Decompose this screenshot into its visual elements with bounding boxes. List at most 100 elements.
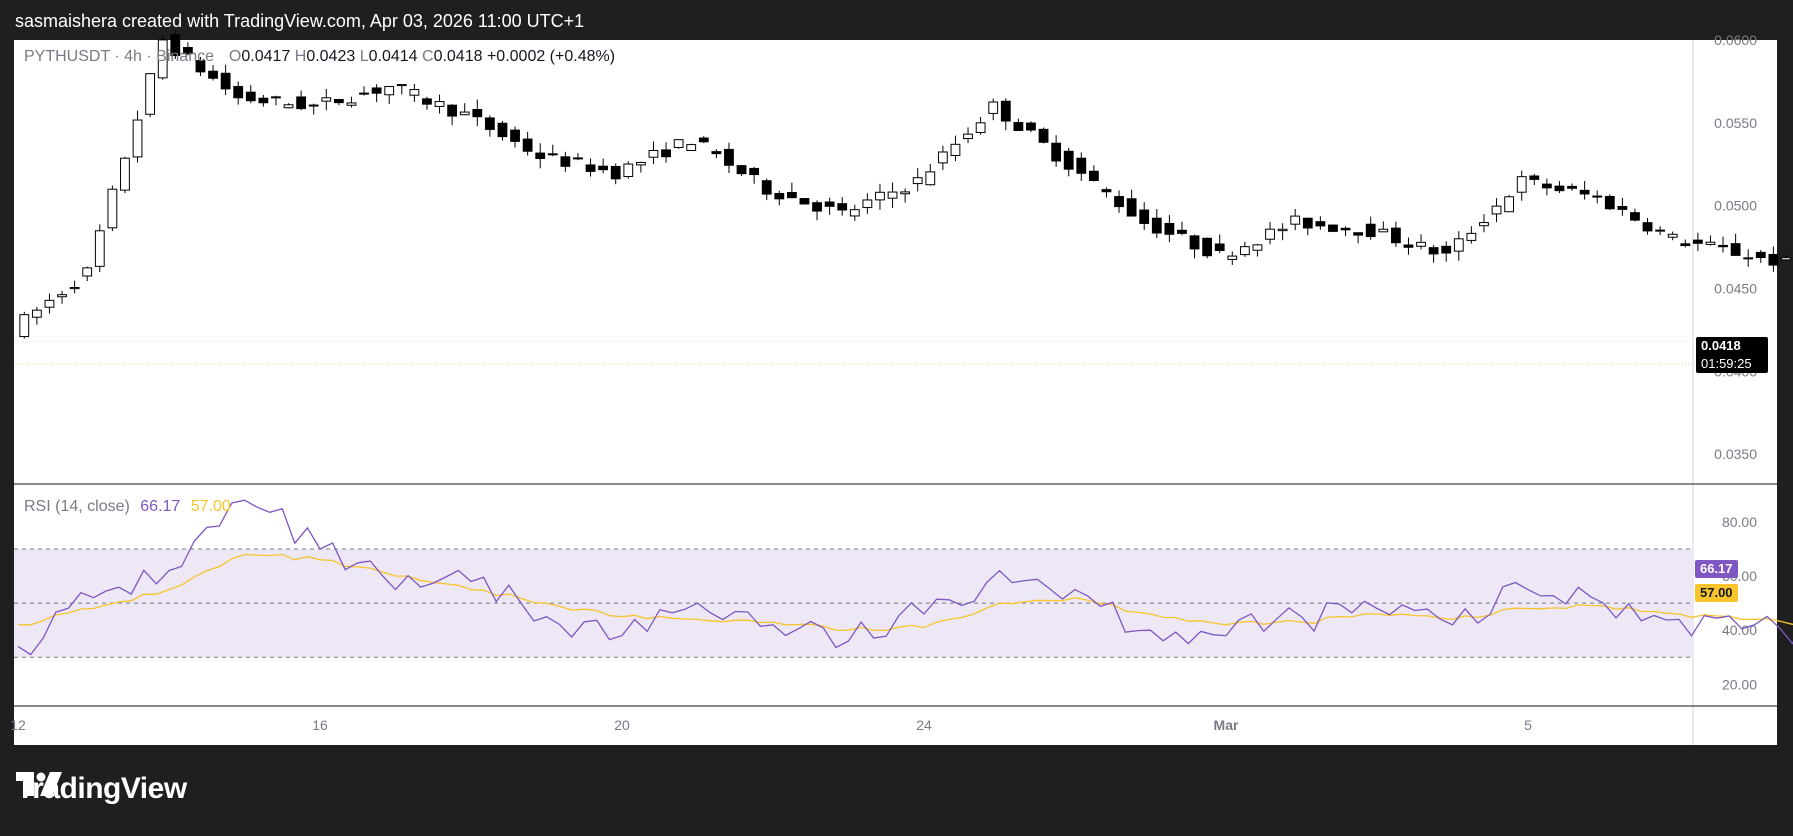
candle-body: [1114, 196, 1124, 208]
candle-body: [132, 119, 143, 158]
candle-body: [1164, 222, 1175, 235]
candle-body: [1692, 239, 1703, 244]
low-value: 0.0414: [368, 48, 418, 65]
candle-body: [1416, 241, 1426, 247]
candle-body: [1202, 237, 1213, 257]
rsi-band: [14, 548, 1693, 658]
candle-body: [1013, 122, 1024, 131]
candle-body: [1516, 176, 1527, 193]
price-tick-label: 0.0550: [1714, 115, 1757, 131]
candle-body: [1076, 157, 1087, 174]
candle-body: [698, 137, 709, 143]
candle-body: [585, 164, 596, 172]
low-label: L: [359, 48, 369, 65]
candle-body: [623, 163, 634, 177]
candle-body: [258, 97, 269, 104]
candle-body: [1453, 238, 1464, 252]
candle-body: [862, 199, 873, 209]
rsi-ma-legend-value: 57.00: [190, 498, 231, 515]
candle-body: [724, 148, 734, 166]
candle-body: [157, 39, 168, 79]
candle-body: [69, 287, 80, 290]
candle-body: [308, 104, 319, 107]
candle-body: [1642, 222, 1653, 232]
rsi-label: RSI (14, close): [24, 498, 130, 515]
candle-body: [1479, 222, 1489, 227]
candle-body: [1630, 212, 1640, 221]
rsi-tick-label: 80.00: [1722, 514, 1757, 530]
candle-body: [1139, 209, 1150, 224]
candle-body: [812, 202, 822, 212]
candle-body: [1466, 232, 1477, 241]
candle-body: [950, 143, 961, 156]
candle-body: [1567, 185, 1577, 189]
candle-body: [963, 133, 973, 140]
candle-body: [560, 156, 571, 167]
candle-body: [912, 177, 923, 185]
candle-body: [44, 299, 55, 308]
candle-body: [875, 191, 885, 201]
rsi-ma-tag: 57.00: [1695, 584, 1738, 602]
candle-body: [1063, 150, 1074, 170]
time-tick-label: 12: [10, 717, 26, 733]
candle-body: [472, 108, 483, 118]
candle-body: [937, 151, 948, 164]
candle-body: [598, 165, 609, 171]
time-tick-label: Mar: [1214, 717, 1239, 733]
candle-body: [384, 86, 395, 96]
close-value: 0.0418: [433, 48, 483, 65]
candle-body: [900, 191, 911, 195]
price-tick-label: 0.0500: [1714, 198, 1757, 214]
candle-body: [1038, 128, 1049, 143]
change-value: +0.0002 (+0.48%): [486, 48, 616, 65]
open-value: 0.0417: [241, 48, 291, 65]
candle-body: [497, 122, 508, 138]
candle-body: [761, 180, 772, 195]
candle-body: [1378, 228, 1389, 233]
candle-body: [1781, 257, 1791, 261]
candle-body: [1529, 175, 1540, 180]
candle-body: [1390, 227, 1401, 244]
candle-body: [1214, 243, 1225, 251]
candle-body: [359, 92, 369, 95]
candle-body: [283, 104, 294, 109]
candle-body: [1353, 232, 1364, 236]
candle-body: [195, 60, 206, 73]
price-tag-value: 0.0418: [1701, 338, 1741, 353]
candle-body: [447, 104, 458, 117]
caption-bar: sasmaishera created with TradingView.com…: [0, 0, 1793, 40]
rsi-legend-value: 66.17: [140, 498, 181, 515]
time-tick-label: 24: [916, 717, 932, 733]
close-label: C: [422, 48, 434, 65]
candle-body: [1428, 247, 1439, 255]
candle-body: [925, 171, 936, 186]
tradingview-logo-icon: [16, 772, 62, 796]
candle-body: [1554, 185, 1565, 192]
candle-body: [1000, 100, 1011, 122]
candle-body: [170, 34, 181, 57]
candle-body: [573, 157, 583, 160]
price-legend: PYTHUSDT · 4h · Binance O0.0417 H0.0423 …: [24, 48, 615, 66]
candle-body: [1579, 189, 1590, 195]
candle-body: [459, 111, 470, 116]
rsi-tick-label: 20.00: [1722, 676, 1757, 692]
rsi-tick-label: 40.00: [1722, 622, 1757, 638]
candle-body: [1151, 217, 1162, 234]
candle-body: [686, 144, 697, 151]
candle-body: [1491, 205, 1502, 215]
candle-body: [1403, 244, 1414, 248]
candle-body: [1328, 224, 1338, 232]
candle-body: [1680, 243, 1691, 247]
candle-body: [1051, 142, 1062, 162]
candle-body: [1718, 244, 1728, 248]
candle-body: [1541, 183, 1552, 189]
candle-body: [774, 192, 785, 200]
candle-body: [975, 122, 986, 134]
candle-body: [1768, 253, 1779, 266]
tradingview-logo[interactable]: TradingView: [16, 772, 187, 806]
candle-body: [547, 153, 558, 156]
candle-body: [988, 101, 999, 114]
candle-body: [233, 86, 244, 99]
candle-body: [1755, 251, 1766, 259]
